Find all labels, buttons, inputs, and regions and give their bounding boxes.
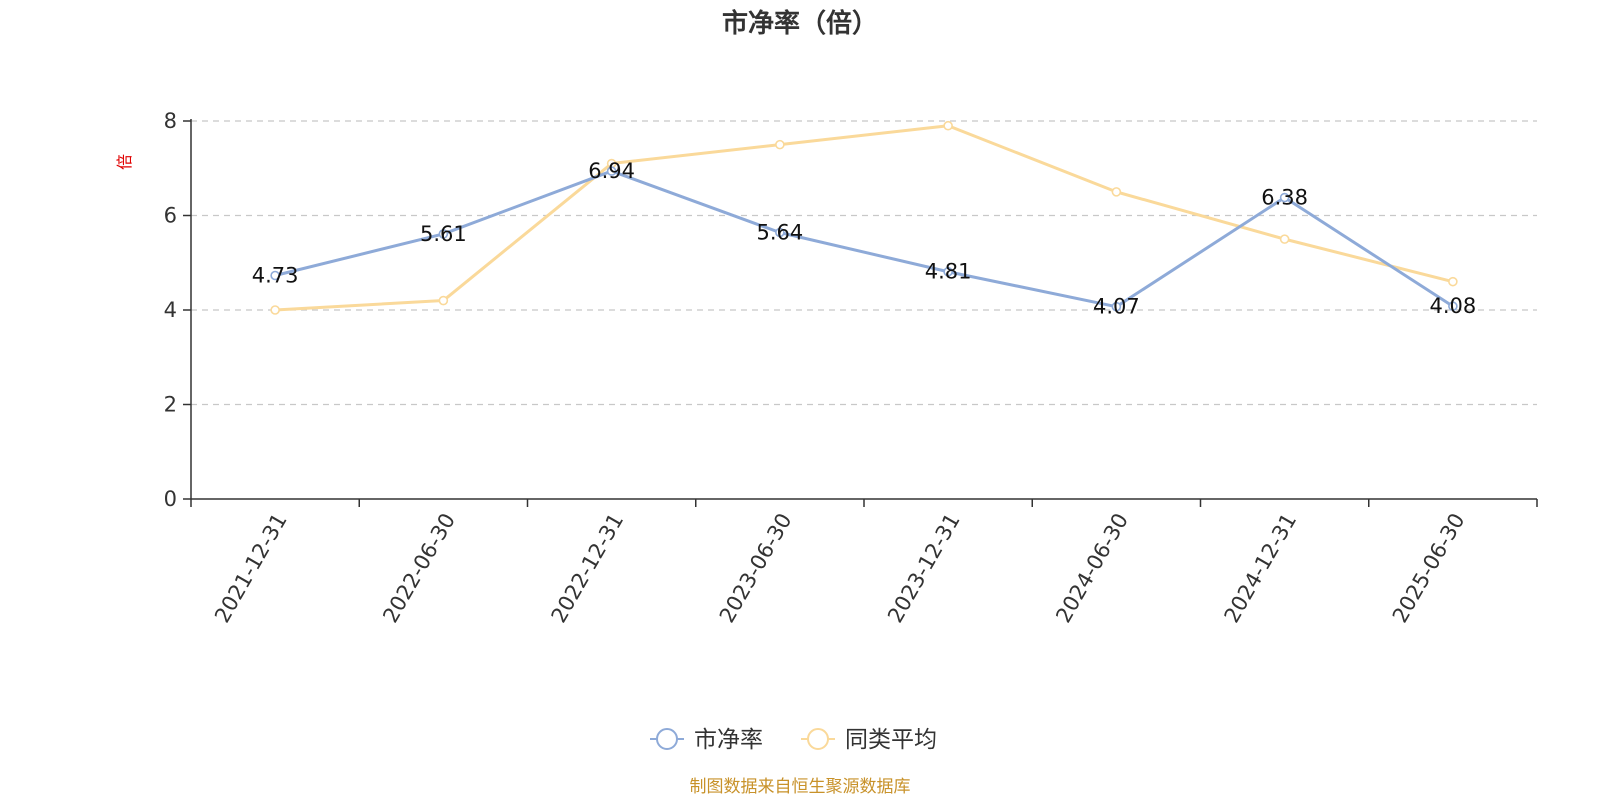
data-point-0-3[interactable] [775, 227, 785, 238]
data-label: 4.81 [925, 260, 972, 284]
legend-item-1[interactable]: 同类平均 [801, 727, 937, 753]
data-point-1-1[interactable] [438, 295, 449, 306]
series-line-1 [275, 124, 1454, 312]
x-tick-label: 2023-06-30 [715, 509, 797, 627]
grid-lines [191, 120, 1537, 406]
data-point-1-6[interactable] [1279, 234, 1290, 244]
data-point-0-5[interactable] [1111, 301, 1122, 312]
series-lines [270, 120, 1458, 315]
data-point-1-4[interactable] [943, 120, 953, 131]
legend-label: 同类平均 [845, 727, 937, 753]
data-label: 5.64 [756, 221, 803, 245]
data-point-0-6[interactable] [1279, 192, 1290, 203]
x-tick-label: 2022-06-30 [378, 509, 460, 627]
y-axis-label: 倍 [115, 154, 134, 170]
source-note: 制图数据来自恒生聚源数据库 [690, 777, 911, 797]
legend[interactable]: 市净率 同类平均 [650, 727, 937, 753]
data-point-0-1[interactable] [438, 229, 449, 239]
x-tick-label: 2024-12-31 [1220, 509, 1302, 627]
legend-label: 市净率 [694, 727, 763, 753]
data-point-1-3[interactable] [775, 139, 785, 150]
data-point-0-7[interactable] [1448, 301, 1458, 312]
data-point-1-0[interactable] [270, 305, 280, 315]
x-tick-label: 2025-06-30 [1388, 509, 1470, 627]
data-point-0-0[interactable] [270, 270, 280, 281]
data-label: 4.73 [252, 264, 299, 288]
y-tick-label: 8 [164, 109, 177, 133]
data-labels: 4.73 5.61 6.94 5.64 4.81 4.07 6.38 4.08 [252, 159, 1477, 319]
data-point-1-7[interactable] [1448, 276, 1458, 287]
y-tick-label: 0 [164, 487, 177, 511]
y-tick-label: 4 [164, 298, 177, 322]
x-tick-label: 2021-12-31 [210, 509, 292, 627]
chart-title: 市净率（倍） [722, 8, 878, 39]
data-label: 6.94 [588, 159, 635, 183]
legend-marker-icon [656, 728, 678, 750]
data-point-1-5[interactable] [1111, 187, 1122, 197]
data-label: 4.07 [1093, 295, 1140, 319]
data-label: 5.61 [420, 222, 467, 246]
data-label: 4.08 [1429, 294, 1476, 318]
series-line-0 [274, 169, 1454, 309]
x-tick-label: 2022-12-31 [547, 509, 629, 627]
data-point-0-2[interactable] [606, 166, 617, 176]
legend-item-0[interactable]: 市净率 [650, 727, 763, 753]
legend-marker-icon [807, 728, 829, 750]
y-tick-label: 6 [164, 204, 177, 228]
data-point-0-4[interactable] [943, 266, 953, 277]
y-tick-label: 2 [164, 393, 177, 417]
data-label: 6.38 [1261, 186, 1308, 210]
axes: 0 2 4 6 8 2021-12-31 2022-06-30 2022-12-31 2023-… [164, 109, 1538, 627]
x-tick-label: 2023-12-31 [883, 509, 965, 627]
x-tick-label: 2024-06-30 [1051, 509, 1133, 627]
